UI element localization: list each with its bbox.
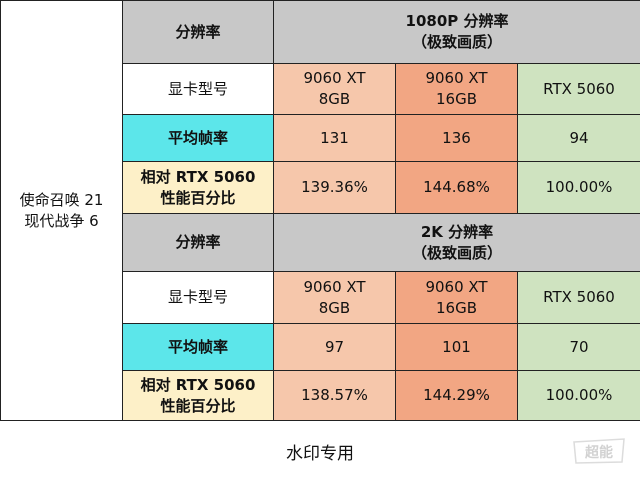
rel-label-line1: 相对 RTX 5060: [123, 167, 273, 188]
gpu-name: RTX 5060: [518, 287, 640, 308]
fps-value: 136: [396, 115, 518, 162]
gpu-row-label: 显卡型号: [123, 64, 274, 115]
gpu-name: 9060 XT: [274, 277, 395, 298]
gpu-cell: 9060 XT 16GB: [396, 272, 518, 324]
benchmark-table: 使命召唤 21 现代战争 6 分辨率 1080P 分辨率 （极致画质） 显卡型号…: [0, 0, 640, 421]
site-logo: 超能: [570, 436, 628, 466]
resolution-label: 分辨率: [123, 1, 274, 64]
game-title-cell: 使命召唤 21 现代战争 6: [1, 1, 123, 421]
gpu-memory: 16GB: [396, 298, 517, 319]
game-title-line2: 现代战争 6: [1, 211, 122, 232]
resolution-label: 分辨率: [123, 214, 274, 272]
watermark-text: 水印专用: [286, 439, 354, 464]
fps-value: 70: [518, 324, 640, 371]
relative-perf-value: 100.00%: [518, 371, 640, 421]
game-title-line1: 使命召唤 21: [1, 190, 122, 211]
gpu-memory: 8GB: [274, 89, 395, 110]
gpu-name: RTX 5060: [518, 79, 640, 100]
gpu-memory: 8GB: [274, 298, 395, 319]
rel-label-line1: 相对 RTX 5060: [123, 375, 273, 396]
gpu-name: 9060 XT: [274, 68, 395, 89]
logo-text: 超能: [584, 444, 613, 461]
gpu-row-label: 显卡型号: [123, 272, 274, 324]
fps-value: 94: [518, 115, 640, 162]
relative-perf-value: 144.68%: [396, 162, 518, 214]
relative-perf-value: 144.29%: [396, 371, 518, 421]
rel-label-line2: 性能百分比: [123, 188, 273, 209]
relative-perf-label: 相对 RTX 5060 性能百分比: [123, 371, 274, 421]
relative-perf-label: 相对 RTX 5060 性能百分比: [123, 162, 274, 214]
gpu-cell: 9060 XT 8GB: [274, 272, 396, 324]
rel-label-line2: 性能百分比: [123, 396, 273, 417]
watermark-footer: 水印专用: [0, 420, 640, 481]
heading-line2: （极致画质）: [274, 32, 640, 53]
section-1-heading: 1080P 分辨率 （极致画质）: [274, 1, 640, 64]
section-2-heading: 2K 分辨率 （极致画质）: [274, 214, 640, 272]
fps-value: 101: [396, 324, 518, 371]
fps-label: 平均帧率: [123, 324, 274, 371]
fps-label: 平均帧率: [123, 115, 274, 162]
gpu-cell: 9060 XT 8GB: [274, 64, 396, 115]
gpu-cell: 9060 XT 16GB: [396, 64, 518, 115]
fps-value: 97: [274, 324, 396, 371]
relative-perf-value: 138.57%: [274, 371, 396, 421]
heading-line2: （极致画质）: [274, 243, 640, 264]
gpu-name: 9060 XT: [396, 277, 517, 298]
gpu-cell: RTX 5060: [518, 64, 640, 115]
fps-value: 131: [274, 115, 396, 162]
gpu-name: 9060 XT: [396, 68, 517, 89]
gpu-memory: 16GB: [396, 89, 517, 110]
gpu-cell: RTX 5060: [518, 272, 640, 324]
section-1-header-row: 使命召唤 21 现代战争 6 分辨率 1080P 分辨率 （极致画质）: [1, 1, 640, 64]
heading-line1: 1080P 分辨率: [274, 11, 640, 32]
heading-line1: 2K 分辨率: [274, 222, 640, 243]
relative-perf-value: 139.36%: [274, 162, 396, 214]
relative-perf-value: 100.00%: [518, 162, 640, 214]
